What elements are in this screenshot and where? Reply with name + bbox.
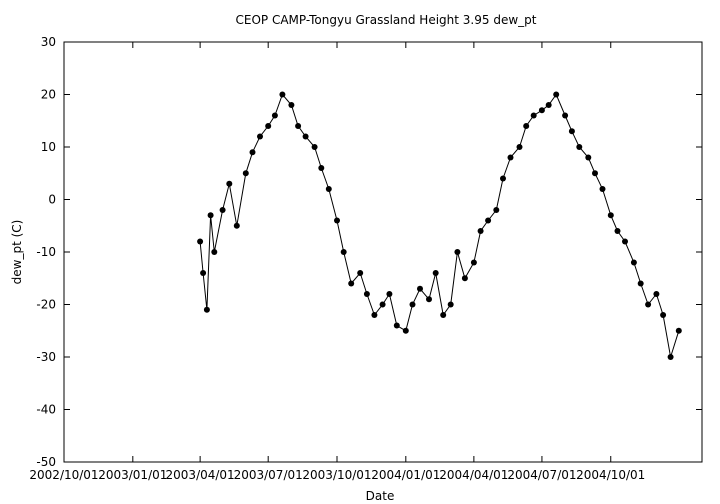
x-tick-label: 2003/10/01: [302, 468, 371, 482]
data-point: [576, 144, 583, 150]
data-point: [219, 207, 226, 213]
data-point: [363, 291, 370, 297]
data-point: [371, 312, 378, 318]
data-point: [516, 144, 523, 150]
chart-title: CEOP CAMP-Tongyu Grassland Height 3.95 d…: [236, 13, 537, 27]
data-point: [203, 306, 210, 313]
data-point: [348, 280, 355, 287]
y-tick-label: 30: [41, 35, 56, 49]
y-tick-label: -30: [36, 350, 56, 364]
y-tick-label: -10: [36, 245, 56, 259]
data-point: [614, 228, 621, 234]
data-point: [622, 238, 628, 245]
data-point: [318, 165, 325, 171]
data-point: [226, 180, 233, 187]
data-point: [197, 238, 204, 245]
data-point: [386, 291, 393, 297]
data-point: [279, 91, 286, 98]
data-point: [523, 123, 530, 129]
data-point: [585, 154, 592, 161]
data-point: [357, 270, 364, 276]
data-point: [325, 186, 332, 192]
data-point: [257, 133, 263, 140]
data-point: [265, 123, 272, 129]
data-point: [568, 128, 575, 135]
plot-area: [63, 41, 703, 463]
data-point: [599, 186, 606, 192]
data-point: [500, 175, 506, 182]
y-tick-label: -20: [36, 298, 56, 312]
x-axis-ticks: 2002/10/01 2003/01/012003/04/012003/07/01…: [29, 42, 645, 482]
data-point: [417, 285, 423, 292]
data-point: [538, 107, 545, 114]
data-point: [562, 112, 569, 119]
data-point: [334, 217, 340, 224]
data-point: [454, 249, 461, 255]
y-tick-label: 0: [48, 193, 56, 207]
data-point: [311, 144, 318, 150]
x-tick-label: 2004/04/01: [439, 468, 508, 482]
data-point: [530, 112, 537, 119]
data-point: [249, 149, 256, 156]
x-tick-label: 2003/01/01: [98, 468, 167, 482]
data-point: [485, 217, 492, 224]
data-point: [507, 154, 514, 161]
x-tick-label: 2004/01/01: [371, 468, 440, 482]
data-point: [242, 170, 249, 177]
x-tick-label: 2003/04/01: [166, 468, 235, 482]
data-point: [295, 123, 302, 129]
x-tick-label: 2002/10/01: [29, 468, 98, 482]
x-tick-label: 2004/10/01: [576, 468, 645, 482]
data-point: [553, 91, 560, 98]
data-point: [426, 296, 432, 303]
x-axis-label: Date: [366, 489, 395, 503]
data-point: [645, 301, 652, 308]
data-point: [607, 212, 614, 219]
data-point: [470, 259, 477, 266]
data-point: [233, 222, 240, 229]
y-axis-label: dew_pt (C): [10, 220, 24, 285]
data-point: [211, 249, 218, 255]
data-point: [660, 312, 667, 318]
data-point: [592, 170, 598, 177]
data-point: [667, 354, 674, 360]
y-tick-label: 20: [41, 88, 56, 102]
data-point: [402, 327, 409, 334]
data-point: [302, 133, 309, 140]
data-point: [675, 327, 682, 334]
data-point: [409, 301, 416, 308]
data-point: [432, 270, 439, 276]
data-point: [440, 312, 447, 318]
data-point: [461, 275, 468, 282]
y-tick-label: -50: [36, 455, 56, 469]
data-series: [197, 91, 682, 360]
data-point: [637, 280, 644, 287]
y-tick-label: -40: [36, 403, 56, 417]
data-point: [653, 291, 660, 297]
data-point: [379, 301, 386, 308]
data-point: [288, 102, 295, 108]
data-point: [447, 301, 454, 308]
data-point: [545, 102, 552, 108]
data-point: [477, 228, 484, 234]
y-tick-label: 10: [41, 140, 56, 154]
y-axis-ticks: 30 20 10 0 -10 -20 -30 -40 -50: [36, 35, 702, 469]
data-point: [200, 270, 207, 276]
data-point: [207, 212, 214, 219]
x-tick-label: 2004/07/01: [507, 468, 576, 482]
data-point: [493, 207, 500, 213]
data-point: [340, 249, 347, 255]
data-point: [393, 322, 400, 329]
data-point: [630, 259, 637, 266]
data-point: [271, 112, 278, 119]
x-tick-label: 2003/07/01: [234, 468, 303, 482]
